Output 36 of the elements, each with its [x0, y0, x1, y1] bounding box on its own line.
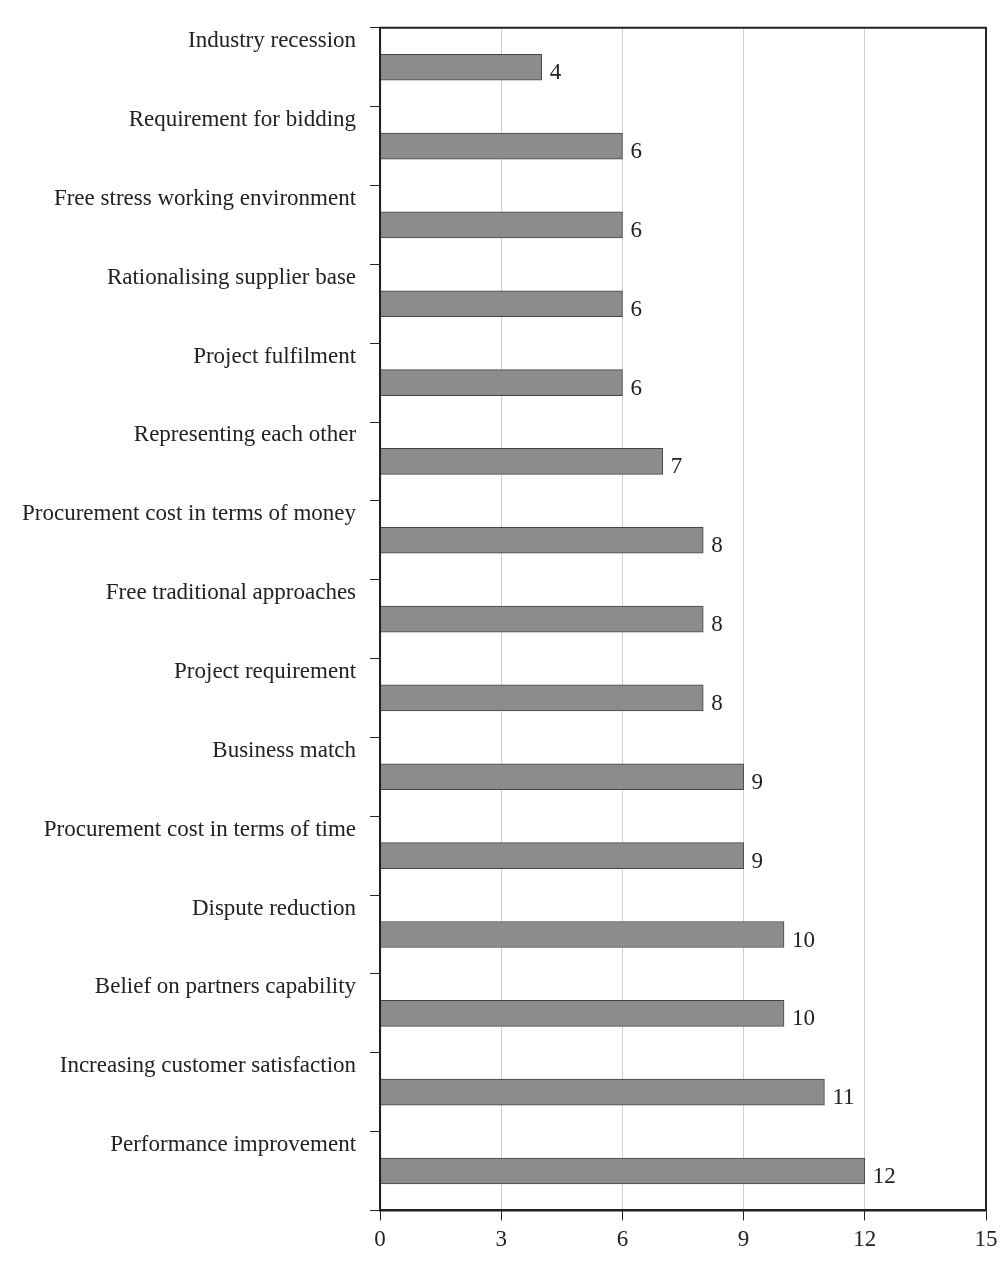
y-tick-label: Performance improvement [110, 1131, 357, 1157]
y-tick-label: Increasing customer satisfaction [59, 1052, 357, 1078]
y-tick-label: Requirement for bidding [128, 106, 357, 132]
data-label: 6 [630, 138, 642, 164]
data-label: 8 [711, 689, 723, 715]
y-tick-label: Project fulfilment [193, 342, 357, 368]
data-label: 7 [670, 453, 683, 479]
data-label: 6 [630, 295, 642, 321]
y-tick-label: Project requirement [174, 657, 357, 683]
data-label: 4 [549, 59, 562, 85]
data-label: 8 [711, 611, 723, 637]
data-label: 11 [832, 1084, 855, 1110]
y-tick-label: Free traditional approaches [105, 579, 357, 605]
data-label: 6 [630, 216, 642, 242]
data-label: 12 [872, 1163, 896, 1189]
data-label: 9 [751, 768, 764, 794]
y-tick-label: Business match [212, 736, 357, 762]
y-tick-label: Industry recession [188, 27, 357, 53]
y-tick-label: Representing each other [133, 421, 357, 447]
x-tick-label: 0 [374, 1226, 386, 1252]
y-tick-label: Procurement cost in terms of time [43, 815, 357, 841]
data-label: 9 [751, 847, 764, 873]
y-tick-label: Dispute reduction [191, 894, 357, 920]
y-tick-label: Belief on partners capability [94, 973, 357, 999]
data-label: 6 [630, 374, 642, 400]
x-tick-label: 9 [737, 1226, 750, 1252]
y-tick-label: Free stress working environment [53, 184, 357, 210]
x-tick-label: 3 [495, 1226, 507, 1252]
data-label: 10 [792, 1005, 816, 1031]
x-tick-label: 12 [853, 1226, 877, 1252]
x-tick-label: 15 [974, 1226, 998, 1252]
y-tick-label: Rationalising supplier base [106, 263, 357, 289]
y-tick-label: Procurement cost in terms of money [22, 500, 357, 526]
data-label: 10 [792, 926, 816, 952]
data-label: 8 [711, 532, 723, 558]
x-tick-label: 6 [616, 1226, 629, 1252]
